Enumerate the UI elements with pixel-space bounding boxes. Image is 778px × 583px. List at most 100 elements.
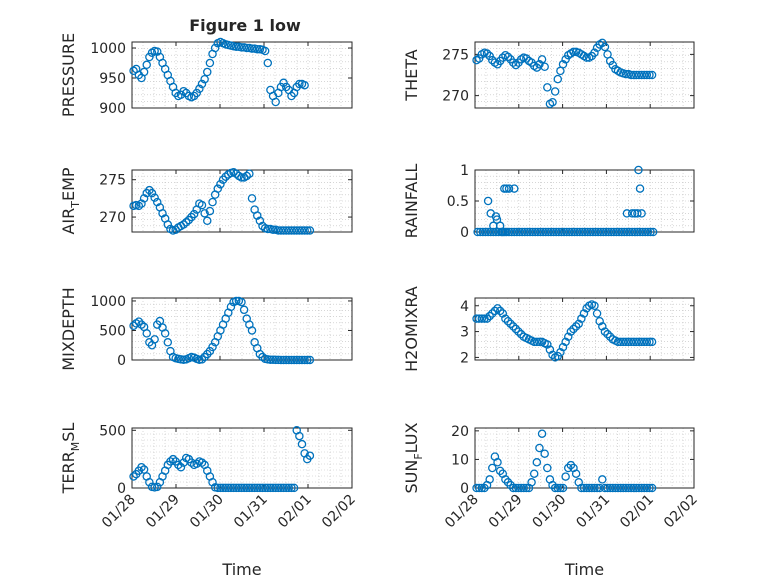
- rainfall-data-point: [609, 227, 619, 237]
- pressure-y-tick-label: 1000: [90, 41, 126, 57]
- theta-y-tick-label: 270: [442, 89, 469, 105]
- sun-flux-data-point: [637, 483, 646, 493]
- h2omixra-y-axis-label: H2OMIXRA: [402, 286, 421, 372]
- terr-msl-data-point: [253, 483, 262, 493]
- rainfall-data-point: [586, 227, 595, 237]
- rainfall-data-point: [567, 227, 577, 237]
- rainfall-data-point: [495, 221, 505, 231]
- mixdepth-data-point: [289, 355, 299, 365]
- h2omixra-data-point: [514, 327, 523, 336]
- air-temp-y-axis-label: AIRTEMP: [59, 167, 82, 234]
- air-temp-data-point: [147, 188, 157, 198]
- air-temp-y-axis-label-subscript: T: [69, 201, 82, 209]
- air-temp-data-point: [205, 206, 215, 216]
- sun-flux-data-point: [579, 483, 589, 493]
- pressure-data-point: [253, 44, 262, 54]
- pressure-data-point: [142, 60, 151, 70]
- h2omixra-data-point: [477, 314, 487, 323]
- terr-msl-data-point: [250, 483, 259, 493]
- rainfall-data-point: [494, 227, 503, 237]
- sun-flux-data-point: [603, 483, 612, 493]
- sun-flux-data-point: [595, 483, 604, 493]
- h2omixra-data-point: [634, 337, 644, 347]
- mixdepth-data-point: [284, 355, 294, 365]
- sun-flux-y-axis-label-subscript: F: [412, 453, 425, 459]
- theta-data-point: [642, 70, 652, 80]
- air-temp-data-point: [274, 226, 283, 235]
- air-temp-data-point: [150, 193, 159, 202]
- rainfall-data-point: [612, 227, 621, 237]
- terr-msl-data-point: [229, 483, 238, 493]
- theta-y-axis-label: THETA: [402, 49, 421, 101]
- rainfall-data-point: [572, 227, 582, 237]
- rainfall-data-point: [637, 209, 646, 218]
- theta-data-point: [548, 97, 557, 107]
- pressure-data-point: [271, 97, 280, 107]
- h2omixra-data-point: [566, 327, 576, 336]
- pressure-data-point: [139, 67, 149, 77]
- rainfall-data-point: [551, 227, 561, 237]
- mixdepth-y-tick-label: 500: [99, 323, 126, 339]
- pressure-data-point: [200, 74, 209, 84]
- terr-msl-data-point: [208, 477, 217, 487]
- h2omixra-data-point: [621, 337, 631, 347]
- rainfall-data-point: [635, 184, 645, 193]
- theta-data-point: [540, 62, 549, 72]
- theta-data-point: [645, 70, 654, 80]
- air-temp-data-point: [216, 179, 225, 189]
- air-temp-data-point: [242, 171, 251, 181]
- sun-flux-data-point: [584, 483, 594, 493]
- rainfall-data-point: [512, 227, 522, 237]
- h2omixra-data-point: [556, 347, 565, 357]
- mixdepth-data-point: [129, 321, 138, 331]
- theta-y-axis-label-main: THETA: [402, 49, 421, 101]
- sun-flux-data-point: [508, 483, 518, 493]
- h2omixra-data-point: [645, 337, 654, 347]
- h2omixra-data-point: [613, 337, 623, 347]
- terr-msl-y-axis-label-tail: SL: [59, 423, 78, 442]
- terr-msl-y-axis-label-main: TERR: [59, 451, 78, 494]
- rainfall-data-point: [601, 227, 611, 237]
- sun-flux-data-point: [472, 483, 481, 493]
- theta-axes-box: [474, 41, 695, 109]
- mixdepth-data-point: [237, 297, 246, 307]
- sun-flux-data-point: [619, 483, 628, 493]
- sun-flux-data-point: [608, 483, 618, 493]
- sun-flux-data-point: [634, 483, 644, 493]
- theta-data-point: [550, 87, 560, 96]
- h2omixra-data-point: [574, 319, 583, 329]
- h2omixra-data-point: [647, 337, 657, 347]
- mixdepth-data-point: [274, 355, 283, 365]
- terr-msl-data-point: [284, 483, 294, 493]
- air-temp-data-point: [300, 226, 309, 235]
- rainfall-y-tick-label: 0: [460, 225, 469, 241]
- sun-flux-data-point: [639, 483, 649, 493]
- mixdepth-data-point: [305, 355, 315, 365]
- rainfall-data-point: [481, 227, 490, 237]
- rainfall-data-point: [502, 227, 511, 237]
- rainfall-data-point: [634, 165, 643, 175]
- air-temp-axes: 270 275 AIRTEMP: [59, 167, 353, 235]
- theta-data-point: [626, 70, 636, 80]
- h2omixra-data-point: [561, 337, 570, 347]
- h2omixra-data-point: [637, 337, 646, 347]
- terr-msl-data-point: [247, 483, 257, 493]
- sun-flux-data-point: [582, 483, 591, 493]
- pressure-data-point: [210, 43, 220, 53]
- rainfall-data-point: [606, 227, 616, 237]
- h2omixra-data-point: [571, 322, 581, 331]
- sun-flux-data-point: [590, 483, 599, 493]
- rainfall-data-point: [504, 227, 514, 237]
- air-temp-data-point: [295, 226, 304, 235]
- pressure-data-point: [203, 67, 212, 77]
- rainfall-data-point: [593, 227, 603, 237]
- theta-data-point: [629, 70, 638, 80]
- theta-data-point: [590, 48, 599, 57]
- terr-msl-data-point: [242, 483, 251, 493]
- h2omixra-y-tick-label: 2: [460, 350, 469, 366]
- rainfall-data-point: [562, 227, 571, 237]
- rainfall-y-axis-label-main: RAINFALL: [402, 164, 421, 239]
- sun-flux-data-point: [532, 458, 542, 467]
- mixdepth-y-axis-label-main: MIXDEPTH: [59, 287, 78, 370]
- rainfall-data-point: [588, 227, 598, 237]
